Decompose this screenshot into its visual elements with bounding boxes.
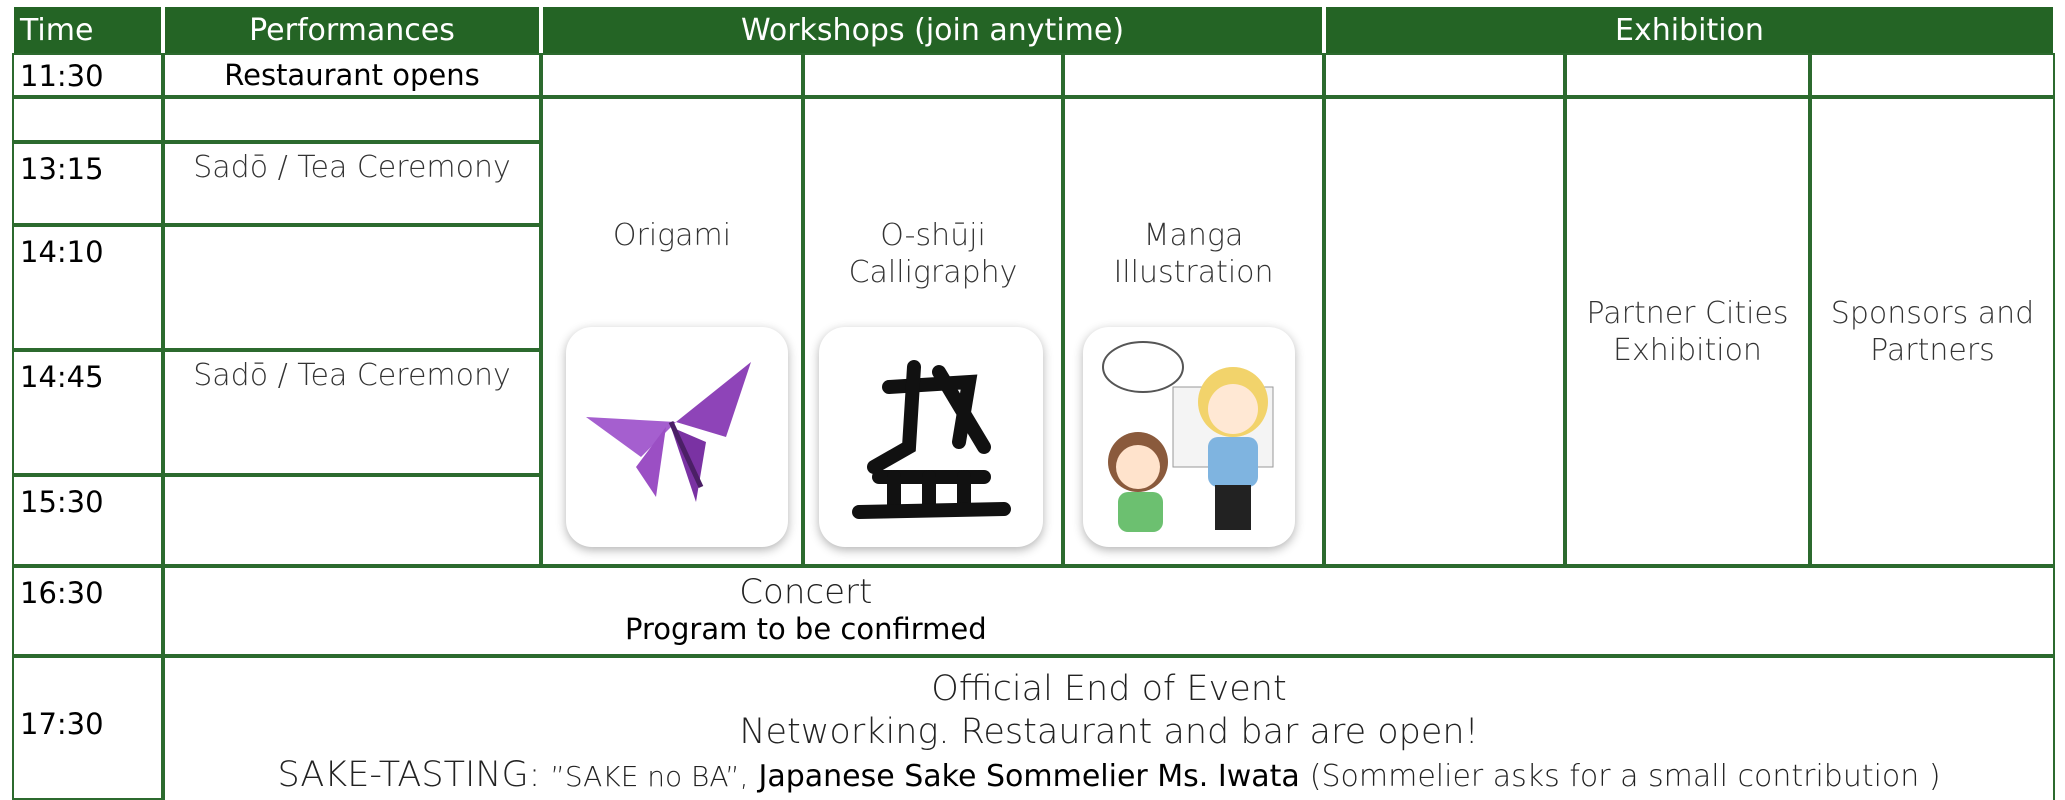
exhibition-cell: Partner Cities Exhibition <box>1565 97 1810 566</box>
closing-line: Networking. Restaurant and bar are open! <box>739 712 1479 752</box>
performance-cell: Sadō / Tea Ceremony <box>163 350 541 475</box>
header-cell: Workshops (join anytime) <box>541 7 1324 53</box>
exhibition-cell <box>1324 97 1565 566</box>
empty-cell <box>1810 53 2055 97</box>
time-cell: 14:10 <box>12 225 163 350</box>
calligraphy-illustration <box>852 360 1011 519</box>
sake-note: (Sommelier asks for a small contribution… <box>1309 759 1941 794</box>
workshop-cell: O-shūji Calligraphy <box>803 97 1063 566</box>
exhibition-label: Partner Cities Exhibition <box>1586 295 1789 368</box>
time-cell: 15:30 <box>12 475 163 566</box>
empty-cell <box>541 53 803 97</box>
empty-cell <box>1063 53 1324 97</box>
header-cell: Performances <box>163 7 541 53</box>
performance-cell <box>163 97 541 142</box>
header-cell: Time <box>12 7 163 53</box>
concert-text: Concert Program to be confirmed <box>625 572 987 646</box>
origami-illustration <box>586 362 751 502</box>
origami-image <box>566 327 788 547</box>
time-cell: 11:30 <box>12 53 163 97</box>
sake-name: ”SAKE no BA”, <box>550 760 749 793</box>
time-cell: 16:30 <box>12 566 163 656</box>
empty-cell <box>803 53 1063 97</box>
empty-cell <box>1565 53 1810 97</box>
performance-cell: Sadō / Tea Ceremony <box>163 142 541 225</box>
exhibition-cell: Sponsors and Partners <box>1810 97 2055 566</box>
sommelier: Japanese Sake Sommelier Ms. Iwata <box>758 759 1300 794</box>
performance-cell <box>163 225 541 350</box>
workshop-label: Manga Illustration <box>1113 218 1274 290</box>
calligraphy-image <box>819 327 1043 547</box>
closing-line: Official End of Event <box>931 669 1287 709</box>
workshop-label: O-shūji Calligraphy <box>848 218 1018 290</box>
manga-illustration <box>1102 341 1274 532</box>
workshop-cell: Manga Illustration <box>1063 97 1324 566</box>
closing-cell: Official End of Event Networking. Restaur… <box>163 656 2055 800</box>
time-cell <box>12 97 163 142</box>
time-cell: 17:30 <box>12 656 163 800</box>
empty-cell <box>1324 53 1565 97</box>
time-cell: 14:45 <box>12 350 163 475</box>
concert-cell: Concert Program to be confirmed <box>163 566 2055 656</box>
concert-title: Concert <box>739 572 873 612</box>
performance-cell: Restaurant opens <box>163 53 541 97</box>
workshop-label: Origami <box>612 218 732 253</box>
performance-cell <box>163 475 541 566</box>
header-cell: Exhibition <box>1324 7 2055 53</box>
manga-image <box>1083 327 1295 547</box>
sake-line: SAKE-TASTING: ”SAKE no BA”, Japanese Sake … <box>277 754 1940 798</box>
workshop-cell: Origami <box>541 97 803 566</box>
time-cell: 13:15 <box>12 142 163 225</box>
concert-note: Program to be confirmed <box>625 612 987 646</box>
exhibition-label: Sponsors and Partners <box>1830 295 2035 368</box>
sake-prefix: SAKE-TASTING: <box>277 755 541 795</box>
